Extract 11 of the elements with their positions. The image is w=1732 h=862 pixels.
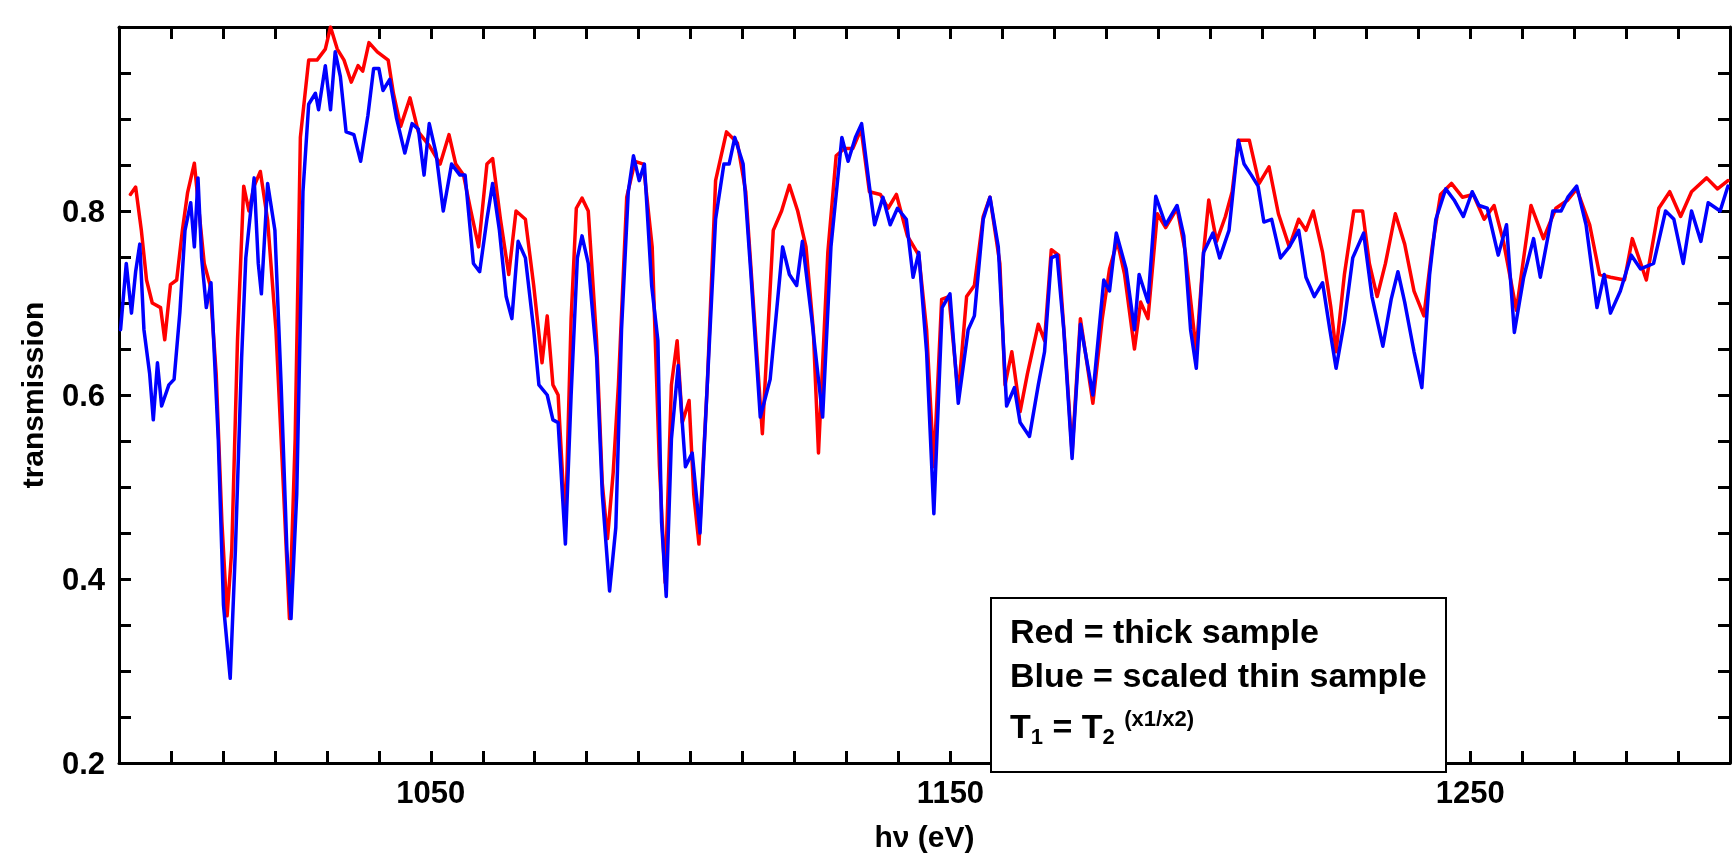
x-tick-label: 1050 (396, 775, 466, 810)
y-axis-title: transmission (15, 301, 49, 489)
x-tick-label: 1150 (916, 775, 985, 810)
y-tick-label: 0.8 (61, 193, 105, 229)
y-tick-label: 0.4 (61, 561, 106, 597)
y-tick-label: 0.2 (61, 745, 105, 781)
annotation: Blue = scaled thin sample (1010, 655, 1427, 696)
x-tick-label: 1250 (1435, 775, 1505, 810)
x-axis-title: hν (eV) (874, 819, 975, 853)
y-tick-label: 0.6 (61, 377, 105, 413)
annotation: Red = thick sample (1010, 611, 1320, 652)
